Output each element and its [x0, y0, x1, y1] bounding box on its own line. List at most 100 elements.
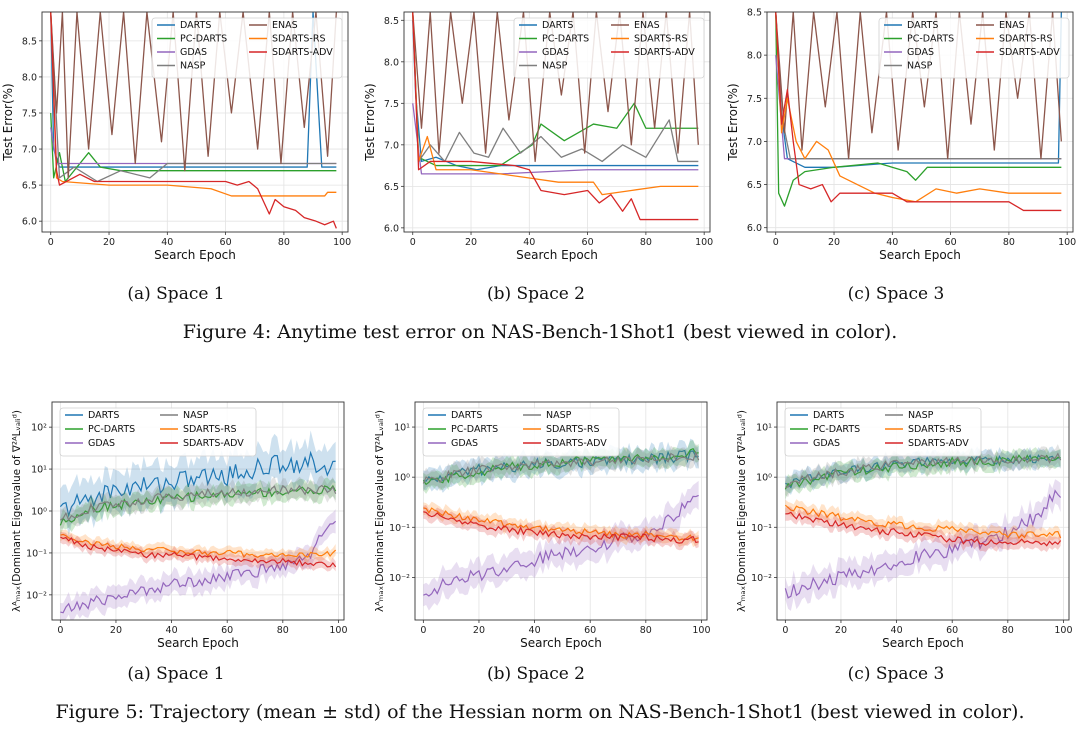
figure-4-caption: Figure 4: Anytime test error on NAS-Benc…: [182, 321, 898, 343]
series-sdarts-rs: [775, 12, 1062, 203]
y-tick-label: 6.0: [22, 217, 37, 228]
y-tick-label: 10⁻²: [751, 573, 772, 584]
legend-label: GDAS: [542, 47, 569, 58]
plot-area: [412, 12, 699, 221]
legend-label: PC-DARTS: [451, 424, 498, 435]
y-tick-label: 10⁻¹: [26, 548, 47, 559]
chart-f4b: 0 20 40 60 80 100 6.0 6.5 7.0 7.5 8.0 8.5 Search Epo…: [363, 11, 713, 262]
legend-label: GDAS: [451, 438, 478, 449]
series-sdarts-rs: [412, 12, 699, 196]
legend-label: PC-DARTS: [813, 424, 860, 435]
x-tick-label: 100: [333, 237, 351, 248]
x-tick-label: 60: [582, 237, 594, 248]
series-darts: [59, 450, 336, 518]
y-axis-label: Test Error(%): [363, 83, 377, 161]
subcaption-5b: (b) Space 2: [486, 664, 585, 684]
legend-label: DARTS: [180, 20, 211, 31]
x-tick-label: 100: [329, 625, 347, 636]
legend-label: SDARTS-ADV: [634, 47, 695, 58]
x-tick-label: 40: [161, 237, 173, 248]
plot-frame: [776, 401, 1070, 621]
y-tick-label: 10⁻²: [26, 590, 47, 601]
x-tick-label: 0: [410, 237, 416, 248]
legend-label: NASP: [180, 61, 206, 72]
x-axis-label: Search Epoch: [882, 636, 964, 650]
plot-frame: [51, 401, 345, 621]
series-sdarts-adv: [412, 12, 699, 221]
legend-label: NASP: [907, 61, 933, 72]
legend-box: [513, 17, 705, 79]
series-sdarts-adv: [423, 511, 699, 544]
legend-box: [151, 17, 343, 79]
x-tick-label: 40: [523, 237, 535, 248]
subcaption-5c: (c) Space 3: [847, 664, 945, 684]
y-axis-label: Test Error(%): [726, 83, 740, 161]
x-tick-label: 0: [48, 237, 54, 248]
series-pc-darts: [412, 12, 699, 167]
chart-f5c: 0 20 40 60 80 100 10⁻² 10⁻¹ 10⁰ 10¹ Search Epoch λᴬ…: [736, 401, 1073, 650]
y-tick-label: 7.5: [384, 99, 399, 110]
x-tick-label: 40: [891, 625, 903, 636]
series-gdas: [784, 489, 1062, 599]
series-nasp: [785, 452, 1062, 488]
y-tick-label: 10¹: [756, 423, 772, 434]
y-tick-label: 10¹: [394, 423, 410, 434]
y-tick-label: 8.5: [384, 16, 399, 27]
subcaption-5a: (a) Space 1: [127, 664, 225, 684]
band-nasp: [423, 443, 699, 492]
series-sdarts-adv: [60, 536, 337, 568]
subcaption-4a: (a) Space 1: [127, 284, 225, 304]
subcaption-4c: (c) Space 3: [847, 284, 945, 304]
band-sdarts-rs: [785, 499, 1061, 545]
legend-label: NASP: [542, 61, 568, 72]
legend-label: PC-DARTS: [88, 424, 135, 435]
x-tick-label: 60: [584, 625, 596, 636]
figure-5-caption: Figure 5: Trajectory (mean ± std) of the…: [55, 701, 1025, 723]
x-tick-label: 20: [465, 237, 477, 248]
legend-label: SDARTS-ADV: [908, 438, 969, 449]
legend-label: NASP: [183, 410, 209, 421]
x-tick-label: 20: [103, 237, 115, 248]
x-tick-label: 80: [640, 625, 652, 636]
series-sdarts-rs: [423, 507, 699, 542]
x-axis-label: Search Epoch: [154, 248, 236, 262]
legend-label: SDARTS-RS: [183, 424, 236, 435]
series-gdas: [423, 494, 699, 597]
series-nasp: [422, 450, 700, 484]
y-tick-label: 8.5: [747, 8, 762, 19]
x-tick-label: 40: [529, 625, 541, 636]
legend-label: SDARTS-RS: [999, 34, 1052, 45]
x-tick-label: 20: [828, 237, 840, 248]
band-sdarts-adv: [423, 504, 699, 551]
y-tick-label: 6.5: [22, 181, 37, 192]
x-tick-label: 80: [278, 237, 290, 248]
x-tick-label: 20: [473, 625, 485, 636]
series-sdarts-rs: [60, 533, 337, 559]
legend-label: ENAS: [634, 20, 660, 31]
x-tick-label: 0: [57, 625, 63, 636]
y-tick-label: 8.0: [747, 51, 762, 62]
x-tick-label: 100: [695, 237, 713, 248]
legend-box: [878, 17, 1070, 79]
series-pc-darts: [50, 112, 337, 183]
y-tick-label: 6.0: [384, 223, 399, 234]
legend-label: SDARTS-ADV: [999, 47, 1060, 58]
series-nasp: [50, 12, 337, 183]
series-sdarts-adv: [785, 511, 1062, 547]
chart-f5b: 0 20 40 60 80 100 10⁻² 10⁻¹ 10⁰ 10¹ Search Epoch λᴬ…: [374, 401, 711, 650]
chart-f5a: 0 20 40 60 80 100 10⁻² 10⁻¹ 10⁰ 10¹ 10² Search Epoc…: [11, 401, 348, 650]
x-tick-label: 0: [773, 237, 779, 248]
y-tick-label: 10⁻¹: [751, 523, 772, 534]
series-nasp: [412, 12, 699, 163]
band-gdas: [785, 479, 1061, 611]
x-axis-label: Search Epoch: [516, 248, 598, 262]
legend-label: ENAS: [272, 20, 298, 31]
y-tick-label: 6.5: [747, 180, 762, 191]
x-tick-label: 100: [1058, 237, 1076, 248]
y-axis-label: Test Error(%): [1, 83, 15, 161]
legend-label: DARTS: [907, 20, 938, 31]
y-tick-label: 7.0: [384, 140, 399, 151]
legend-label: SDARTS-RS: [546, 424, 599, 435]
legend-label: ENAS: [999, 20, 1025, 31]
